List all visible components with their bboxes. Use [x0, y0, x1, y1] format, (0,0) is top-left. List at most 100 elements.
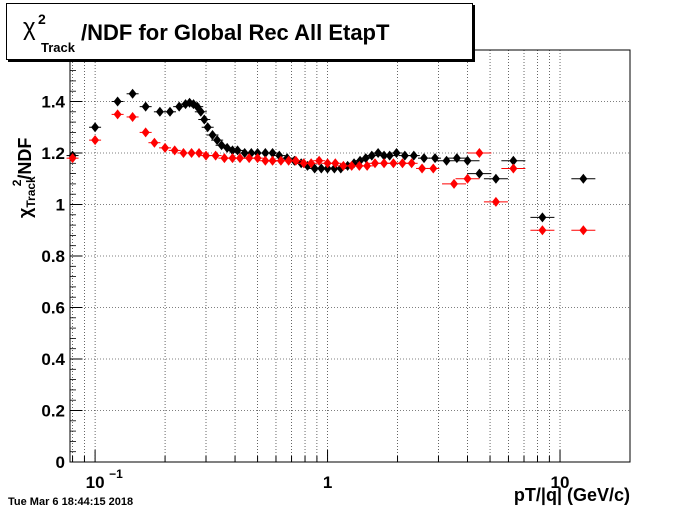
- data-point: [228, 153, 237, 164]
- data-point: [347, 160, 356, 171]
- data-series: [66, 88, 596, 236]
- data-point: [195, 148, 204, 158]
- data-point: [407, 158, 416, 169]
- x-tick-label: 10: [551, 473, 570, 492]
- data-point: [371, 158, 380, 169]
- data-point: [200, 114, 209, 125]
- data-point: [431, 153, 440, 164]
- data-point: [392, 148, 401, 158]
- title-subscript: Track: [41, 40, 75, 55]
- chart-title: χ 2 Track /NDF for Global Rec All EtapT: [6, 3, 473, 60]
- data-point: [175, 101, 184, 112]
- data-point: [442, 155, 451, 166]
- y-label-symbol: χ: [15, 207, 35, 218]
- data-point: [128, 88, 137, 99]
- data-point: [213, 135, 222, 146]
- title-text: /NDF for Global Rec All EtapT: [81, 20, 390, 45]
- data-point: [235, 153, 244, 164]
- data-point: [475, 148, 484, 158]
- data-point: [491, 196, 500, 207]
- timestamp: Tue Mar 6 18:44:15 2018: [8, 496, 134, 508]
- data-point: [409, 150, 418, 161]
- data-point: [450, 178, 459, 189]
- data-point: [538, 225, 547, 236]
- data-point: [385, 150, 394, 161]
- data-point: [268, 155, 277, 166]
- data-point: [276, 155, 285, 166]
- data-point: [579, 225, 588, 236]
- y-tick-label: 0.6: [41, 299, 65, 318]
- x-axis-label: pT/|q| (GeV/c): [513, 485, 630, 505]
- data-point: [196, 106, 205, 117]
- y-tick-label: 0: [56, 453, 65, 472]
- data-point: [179, 148, 188, 158]
- data-point: [155, 106, 164, 117]
- data-point: [491, 173, 500, 184]
- title-superscript: 2: [38, 11, 46, 27]
- data-point: [429, 163, 438, 174]
- data-point: [323, 163, 332, 174]
- data-point: [161, 142, 170, 153]
- y-tick-label: 1.4: [41, 93, 65, 112]
- grid-lines: [70, 50, 630, 462]
- data-point: [91, 122, 100, 133]
- data-point: [113, 109, 122, 120]
- x-tick-label: 1: [323, 473, 332, 492]
- data-point: [141, 101, 150, 112]
- y-tick-label: 0.2: [41, 402, 65, 421]
- y-tick-label: 1.2: [41, 144, 65, 163]
- data-point: [418, 163, 427, 174]
- y-tick-label: 1: [56, 196, 65, 215]
- y-tick-label: 0.4: [41, 350, 65, 369]
- data-point: [220, 153, 229, 164]
- data-point: [141, 127, 150, 138]
- data-point: [211, 150, 220, 161]
- title-symbol: χ: [23, 14, 36, 41]
- data-point: [170, 145, 179, 156]
- data-point: [261, 155, 270, 166]
- y-axis-label: χTrack2/NDF: [2, 58, 46, 218]
- data-point: [317, 163, 326, 174]
- data-point: [355, 160, 364, 171]
- data-point: [509, 155, 518, 166]
- data-point: [398, 158, 407, 169]
- y-tick-label: 0.8: [41, 247, 65, 266]
- data-point: [420, 153, 429, 164]
- data-point: [579, 173, 588, 184]
- data-point: [331, 158, 340, 169]
- data-point: [187, 148, 196, 158]
- data-point: [113, 96, 122, 107]
- data-point: [261, 148, 270, 158]
- data-point: [284, 155, 293, 166]
- data-point: [253, 153, 262, 164]
- data-point: [315, 155, 324, 166]
- y-label-superscript: 2: [10, 179, 24, 187]
- data-point: [253, 148, 262, 158]
- data-point: [128, 111, 137, 122]
- data-point: [165, 106, 174, 117]
- x-axis-ticks: 10 −1 1 10: [72, 450, 570, 492]
- data-point: [463, 155, 472, 166]
- data-point: [400, 150, 409, 161]
- data-point: [150, 137, 159, 148]
- data-point: [201, 150, 210, 161]
- data-point: [538, 212, 547, 223]
- data-point: [208, 129, 217, 140]
- data-point: [339, 160, 348, 171]
- data-point: [299, 158, 308, 169]
- data-point: [463, 173, 472, 184]
- series-0: [66, 88, 596, 223]
- x-tick-label: 10: [86, 473, 105, 492]
- data-point: [245, 153, 254, 164]
- data-point: [240, 148, 249, 158]
- data-point: [323, 158, 332, 169]
- data-point: [380, 158, 389, 169]
- series-1: [66, 109, 596, 236]
- data-point: [475, 168, 484, 179]
- data-point: [389, 158, 398, 169]
- data-point: [68, 153, 77, 164]
- x-tick-exponent: −1: [109, 467, 123, 481]
- data-point: [452, 153, 461, 164]
- y-label-subscript: Track: [24, 176, 38, 208]
